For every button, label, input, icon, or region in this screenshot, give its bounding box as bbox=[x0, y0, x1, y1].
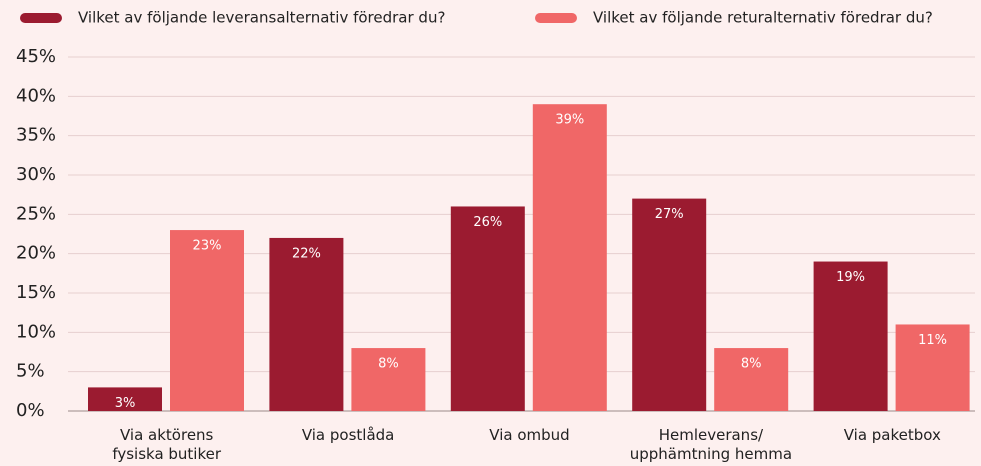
legend-swatch bbox=[535, 13, 577, 23]
data-label: 3% bbox=[115, 396, 136, 411]
y-tick-label: 30% bbox=[16, 164, 56, 185]
data-label: 22% bbox=[292, 246, 321, 261]
y-tick-label: 20% bbox=[16, 243, 56, 264]
data-label: 27% bbox=[655, 207, 684, 222]
y-tick-label: 5% bbox=[16, 361, 45, 382]
data-label: 23% bbox=[193, 239, 222, 254]
bar bbox=[632, 198, 707, 411]
data-label: 26% bbox=[473, 215, 502, 230]
bar bbox=[170, 230, 244, 411]
x-tick-label: Via postlåda bbox=[301, 426, 395, 444]
legend-swatch bbox=[20, 13, 62, 23]
bar bbox=[88, 387, 162, 411]
y-tick-label: 25% bbox=[16, 203, 56, 224]
y-tick-label: 0% bbox=[16, 400, 45, 421]
y-tick-label: 40% bbox=[16, 85, 56, 106]
bar bbox=[450, 206, 525, 411]
x-tick-label: Via paketbox bbox=[843, 426, 941, 444]
y-tick-label: 45% bbox=[16, 46, 56, 67]
y-tick-label: 35% bbox=[16, 125, 56, 146]
x-tick-label: Via aktörens fysiska butiker bbox=[112, 426, 222, 463]
data-label: 8% bbox=[741, 357, 762, 372]
data-label: 11% bbox=[918, 333, 947, 348]
y-tick-label: 10% bbox=[16, 321, 56, 342]
bar bbox=[714, 348, 789, 411]
data-label: 39% bbox=[555, 113, 584, 128]
bar bbox=[269, 237, 344, 411]
bar bbox=[532, 104, 607, 411]
data-label: 19% bbox=[836, 270, 865, 285]
legend-label: Vilket av följande returalternativ föred… bbox=[593, 9, 933, 27]
bar bbox=[895, 324, 970, 411]
x-tick-label: Via ombud bbox=[489, 426, 570, 444]
data-label: 8% bbox=[378, 357, 399, 372]
legend-label: Vilket av följande leveransalternativ fö… bbox=[78, 9, 445, 27]
y-tick-label: 15% bbox=[16, 282, 56, 303]
x-tick-label: Hemleverans/ upphämtning hemma bbox=[629, 426, 793, 463]
bar bbox=[813, 261, 888, 411]
bar bbox=[351, 348, 426, 411]
